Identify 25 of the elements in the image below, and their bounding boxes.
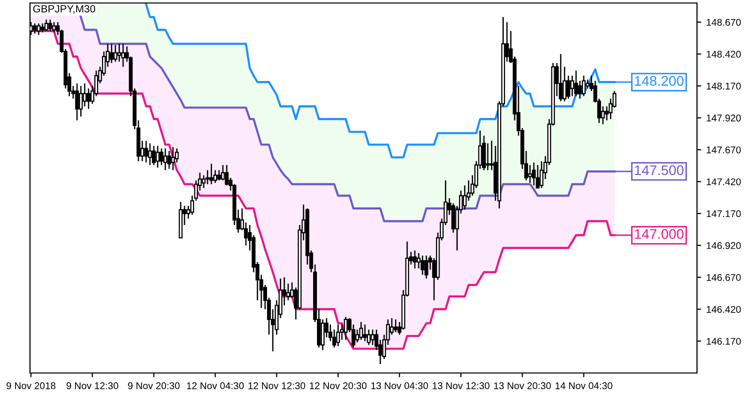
y-tick-label: 147.920	[706, 114, 741, 122]
y-tick-label: 147.420	[706, 178, 741, 186]
x-tick-label: 9 Nov 12:30	[66, 382, 118, 390]
y-tick-label: 146.920	[706, 242, 741, 250]
x-tick-label: 9 Nov 2018	[6, 382, 56, 390]
y-tick-label: 148.170	[706, 82, 741, 90]
chart-title: GBPJPY,M30	[33, 5, 96, 14]
x-tick-label: 13 Nov 04:30	[371, 382, 428, 390]
x-tick-label: 13 Nov 20:30	[494, 382, 551, 390]
x-tick-label: 13 Nov 12:30	[432, 382, 490, 390]
x-tick-label: 12 Nov 20:30	[310, 382, 367, 390]
text: 148.200	[634, 76, 684, 86]
y-tick-label: 146.170	[706, 338, 741, 345]
y-tick-label: 147.670	[706, 146, 741, 154]
y-tick-label: 146.670	[706, 274, 741, 281]
text: 147.500	[634, 165, 684, 176]
text: 147.000	[634, 229, 684, 239]
y-tick-label: 148.670	[706, 18, 741, 26]
x-tick-label: 12 Nov 04:30	[187, 382, 244, 390]
x-tick-label: 14 Nov 04:30	[556, 382, 612, 390]
y-tick-label: 148.420	[706, 50, 741, 58]
x-tick-label: 9 Nov 20:30	[128, 382, 180, 390]
y-tick-label: 147.170	[706, 210, 741, 218]
y-tick-label: 146.420	[706, 306, 741, 313]
x-tick-label: 12 Nov 12:30	[248, 382, 306, 390]
